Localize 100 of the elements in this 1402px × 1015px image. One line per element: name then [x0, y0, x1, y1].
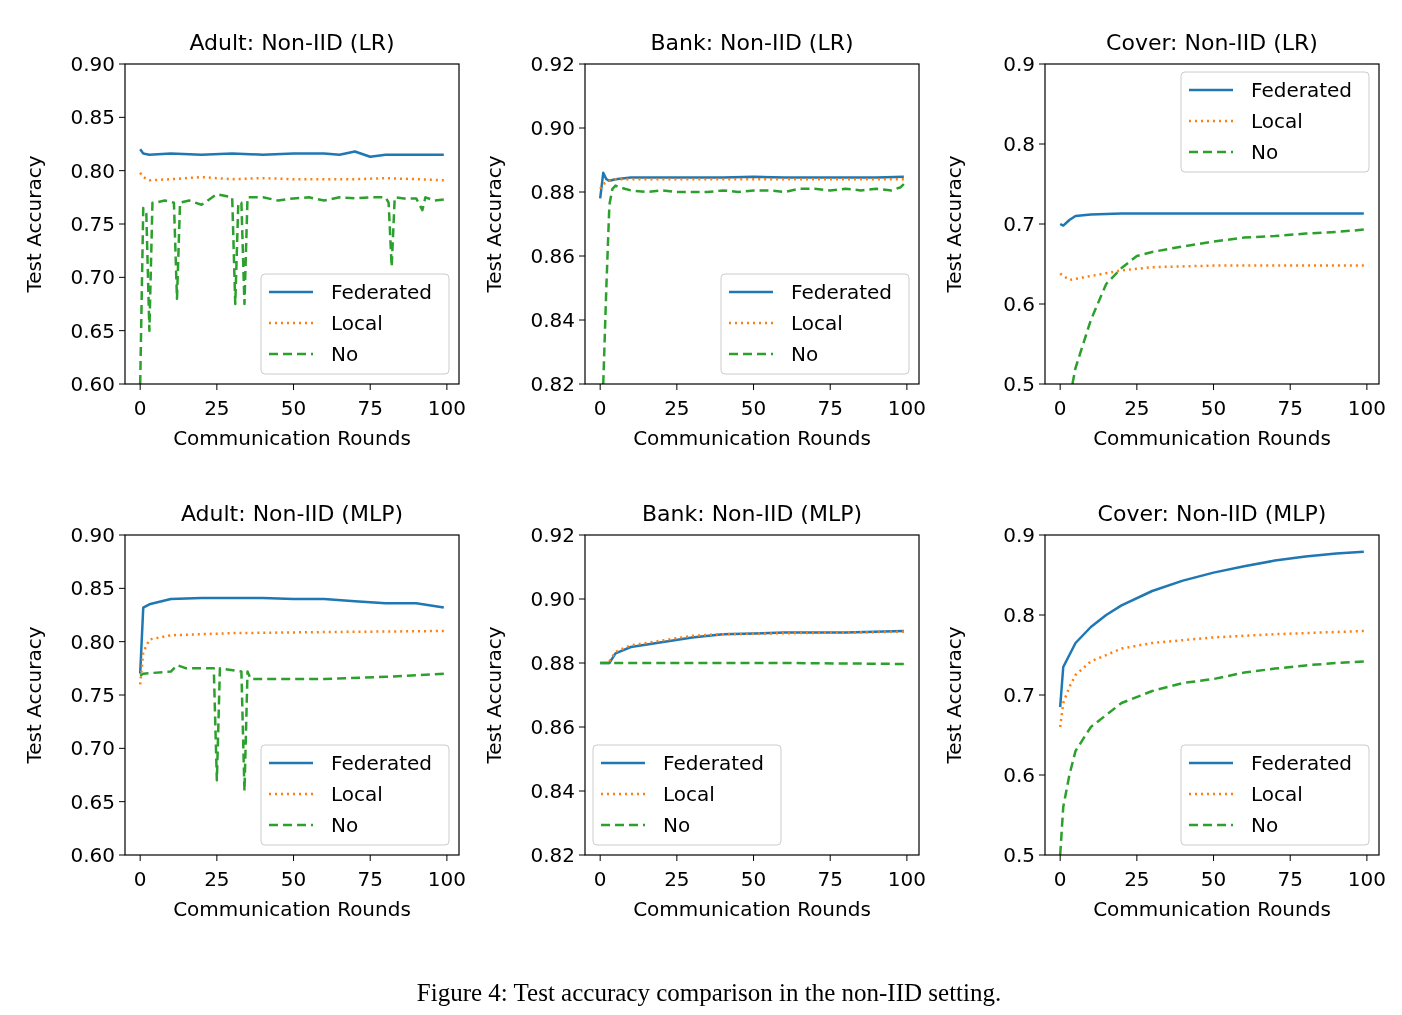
legend-label: No [1251, 813, 1279, 837]
y-tick-label: 0.8 [1003, 603, 1035, 627]
y-tick-label: 0.65 [70, 789, 115, 814]
x-tick-label: 25 [204, 867, 230, 891]
x-tick-label: 100 [887, 396, 926, 420]
x-tick-label: 100 [427, 867, 466, 891]
y-tick-label: 0.8 [1003, 132, 1035, 156]
legend-label: Local [791, 311, 843, 335]
line-series [602, 182, 906, 386]
y-tick-label: 0.70 [70, 736, 115, 761]
chart-title: Bank: Non-IID (LR) [650, 30, 854, 55]
line-series [138, 171, 446, 182]
x-tick-label: 25 [664, 867, 690, 891]
y-tick-label: 0.9 [1003, 523, 1035, 547]
chart-title: Adult: Non-IID (MLP) [180, 501, 404, 526]
x-tick-label: 100 [1347, 396, 1386, 420]
x-tick-label: 0 [1053, 396, 1067, 420]
legend-label: Federated [791, 280, 893, 304]
legend-label: Local [331, 311, 383, 335]
legend-label: Local [1251, 782, 1303, 806]
y-axis-title: Test Accuracy [942, 626, 966, 765]
x-tick-label: 75 [357, 396, 383, 420]
x-axis-title: Communication Rounds [1093, 897, 1331, 921]
legend-label: No [663, 813, 691, 837]
y-tick-label: 0.75 [70, 212, 115, 236]
y-tick-label: 0.90 [70, 523, 115, 547]
y-tick-label: 0.85 [70, 576, 115, 601]
y-tick-label: 0.92 [530, 52, 575, 76]
legend-label: Local [331, 782, 383, 806]
chart-title: Adult: Non-IID (LR) [189, 30, 395, 55]
x-tick-label: 50 [740, 867, 767, 891]
y-tick-label: 0.90 [530, 587, 575, 611]
y-tick-label: 0.84 [530, 779, 575, 803]
line-series [138, 192, 446, 386]
x-axis-title: Communication Rounds [173, 897, 411, 921]
x-tick-label: 0 [133, 396, 147, 420]
x-tick-label: 0 [1053, 867, 1067, 891]
y-tick-label: 0.86 [530, 715, 575, 739]
x-tick-label: 75 [357, 867, 383, 891]
x-tick-label: 25 [1124, 396, 1150, 420]
y-axis-title: Test Accuracy [482, 626, 506, 765]
legend-label: Local [1251, 109, 1303, 133]
x-tick-label: 50 [740, 396, 767, 420]
y-tick-label: 0.9 [1003, 52, 1035, 76]
y-tick-label: 0.88 [530, 180, 575, 204]
x-tick-label: 25 [204, 396, 230, 420]
line-series [1058, 550, 1366, 709]
y-tick-label: 0.92 [530, 523, 575, 547]
chart-title: Bank: Non-IID (MLP) [641, 501, 863, 526]
x-tick-label: 50 [280, 396, 307, 420]
line-series [138, 148, 446, 159]
x-tick-label: 0 [133, 867, 147, 891]
x-tick-label: 25 [664, 396, 690, 420]
x-tick-label: 0 [593, 396, 607, 420]
y-tick-label: 0.7 [1003, 683, 1035, 707]
y-tick-label: 0.90 [530, 116, 575, 140]
line-series [1071, 228, 1366, 386]
y-tick-label: 0.7 [1003, 212, 1035, 236]
x-tick-label: 75 [1277, 396, 1303, 420]
x-tick-label: 100 [427, 396, 466, 420]
x-tick-label: 50 [1200, 396, 1227, 420]
line-series [1058, 264, 1366, 282]
x-tick-label: 25 [1124, 867, 1150, 891]
y-tick-label: 0.75 [70, 683, 115, 707]
y-tick-label: 0.60 [70, 372, 115, 396]
y-tick-label: 0.60 [70, 843, 115, 867]
y-axis-title: Test Accuracy [482, 155, 506, 294]
y-tick-label: 0.5 [1003, 372, 1035, 396]
x-axis-title: Communication Rounds [1093, 426, 1331, 450]
chart-title: Cover: Non-IID (MLP) [1097, 501, 1327, 526]
x-tick-label: 100 [1347, 867, 1386, 891]
y-axis-title: Test Accuracy [22, 626, 46, 765]
legend-label: No [331, 813, 359, 837]
y-tick-label: 0.80 [70, 158, 115, 183]
y-tick-label: 0.85 [70, 105, 115, 130]
legend-label: Federated [1251, 751, 1353, 775]
legend-label: Local [663, 782, 715, 806]
y-tick-label: 0.90 [70, 52, 115, 76]
x-tick-label: 50 [280, 867, 307, 891]
y-tick-label: 0.6 [1003, 763, 1035, 787]
y-tick-label: 0.80 [70, 629, 115, 654]
x-axis-title: Communication Rounds [173, 426, 411, 450]
legend-label: No [791, 342, 819, 366]
x-tick-label: 100 [887, 867, 926, 891]
y-tick-label: 0.88 [530, 651, 575, 675]
y-tick-label: 0.5 [1003, 843, 1035, 867]
legend-label: Federated [1251, 78, 1353, 102]
x-axis-title: Communication Rounds [633, 426, 871, 450]
y-tick-label: 0.65 [70, 318, 115, 343]
legend-label: No [1251, 140, 1279, 164]
line-series [1058, 212, 1366, 227]
line-series [598, 171, 906, 200]
legend-label: Federated [663, 751, 765, 775]
legend-label: Federated [331, 751, 433, 775]
legend-label: Federated [331, 280, 433, 304]
x-tick-label: 75 [817, 396, 843, 420]
y-tick-label: 0.70 [70, 265, 115, 290]
y-axis-title: Test Accuracy [22, 155, 46, 294]
x-tick-label: 50 [1200, 867, 1227, 891]
x-axis-title: Communication Rounds [633, 897, 871, 921]
